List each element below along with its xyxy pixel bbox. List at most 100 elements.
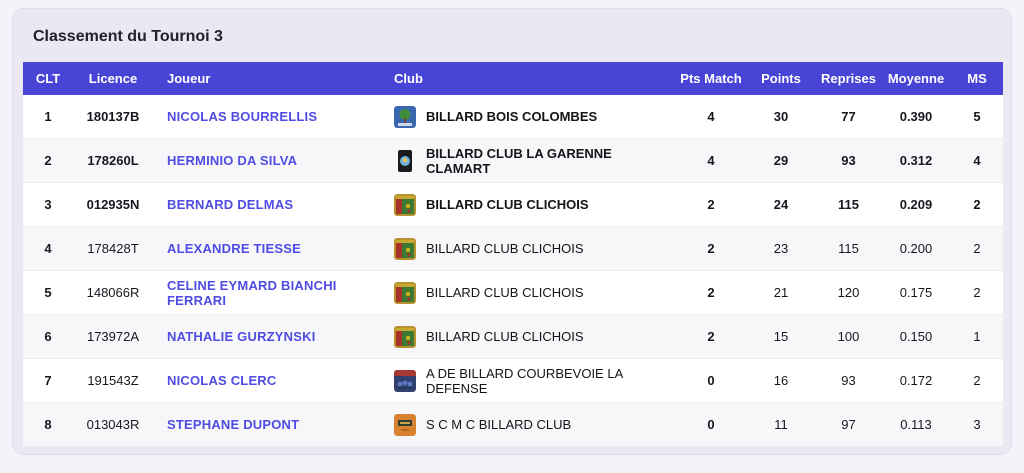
- col-header-moyenne: Moyenne: [881, 62, 951, 95]
- cell-ms: 5: [951, 95, 1003, 139]
- cell-points: 16: [746, 359, 816, 403]
- cell-club: BILLARD CLUB CLICHOIS: [381, 227, 676, 271]
- player-link[interactable]: NATHALIE GURZYNSKI: [167, 329, 316, 344]
- player-link[interactable]: ALEXANDRE TIESSE: [167, 241, 301, 256]
- cell-pts-match: 0: [676, 403, 746, 447]
- col-header-club: Club: [381, 62, 676, 95]
- col-header-reprises: Reprises: [816, 62, 881, 95]
- cell-pts-match: 4: [676, 139, 746, 183]
- cell-club: BILLARD CLUB CLICHOIS: [381, 183, 676, 227]
- table-row: 5 148066R CELINE EYMARD BIANCHI FERRARI …: [23, 271, 1003, 315]
- cell-licence: 148066R: [73, 271, 153, 315]
- cell-ms: 2: [951, 227, 1003, 271]
- table-row: 1 180137B NICOLAS BOURRELLIS BILLARD BOI…: [23, 95, 1003, 139]
- cell-moyenne: 0.175: [881, 271, 951, 315]
- cell-licence: 012935N: [73, 183, 153, 227]
- cell-points: 21: [746, 271, 816, 315]
- cell-player: ALEXANDRE TIESSE: [153, 227, 381, 271]
- club-logo-icon: [394, 325, 416, 348]
- cell-moyenne: 0.312: [881, 139, 951, 183]
- club-logo-la-garenne-clamart: [398, 149, 412, 172]
- cell-reprises: 97: [816, 403, 881, 447]
- col-header-ms: MS: [951, 62, 1003, 95]
- cell-points: 15: [746, 315, 816, 359]
- cell-moyenne: 0.390: [881, 95, 951, 139]
- player-link[interactable]: HERMINIO DA SILVA: [167, 153, 298, 168]
- cell-player: HERMINIO DA SILVA: [153, 139, 381, 183]
- club-logo-clichois: [394, 237, 416, 260]
- cell-rank: 6: [23, 315, 73, 359]
- cell-points: 24: [746, 183, 816, 227]
- col-header-pts-match: Pts Match: [676, 62, 746, 95]
- player-link[interactable]: NICOLAS BOURRELLIS: [167, 109, 318, 124]
- club-logo-bois-colombes: [394, 105, 416, 128]
- club-name: A DE BILLARD COURBEVOIE LA DEFENSE: [426, 365, 623, 396]
- cell-player: CELINE EYMARD BIANCHI FERRARI: [153, 271, 381, 315]
- cell-ms: 1: [951, 315, 1003, 359]
- cell-club: S C M C BILLARD CLUB: [381, 403, 676, 447]
- club-logo-icon: [394, 281, 416, 304]
- cell-rank: 4: [23, 227, 73, 271]
- cell-player: STEPHANE DUPONT: [153, 403, 381, 447]
- cell-reprises: 120: [816, 271, 881, 315]
- club-name: S C M C BILLARD CLUB: [426, 417, 572, 432]
- cell-pts-match: 0: [676, 359, 746, 403]
- cell-points: 11: [746, 403, 816, 447]
- cell-points: 30: [746, 95, 816, 139]
- cell-player: NICOLAS CLERC: [153, 359, 381, 403]
- cell-club: A DE BILLARD COURBEVOIE LA DEFENSE: [381, 359, 676, 403]
- cell-club: BILLARD CLUB CLICHOIS: [381, 315, 676, 359]
- cell-pts-match: 4: [676, 95, 746, 139]
- ranking-card: Classement du Tournoi 3 CLT Licence Joue…: [12, 8, 1012, 455]
- club-logo-clichois: [394, 193, 416, 216]
- club-logo-icon: [394, 105, 416, 128]
- club-name: BILLARD BOIS COLOMBES: [426, 109, 598, 124]
- cell-licence: 178428T: [73, 227, 153, 271]
- cell-moyenne: 0.200: [881, 227, 951, 271]
- club-logo-icon: [394, 413, 416, 436]
- cell-points: 23: [746, 227, 816, 271]
- cell-moyenne: 0.150: [881, 315, 951, 359]
- cell-licence: 173972A: [73, 315, 153, 359]
- club-logo-scmc: [394, 413, 416, 436]
- ranking-table-wrap: CLT Licence Joueur Club Pts Match Points…: [13, 62, 1011, 447]
- cell-rank: 1: [23, 95, 73, 139]
- cell-pts-match: 2: [676, 271, 746, 315]
- cell-ms: 4: [951, 139, 1003, 183]
- cell-player: BERNARD DELMAS: [153, 183, 381, 227]
- table-row: 4 178428T ALEXANDRE TIESSE BILLARD CLUB …: [23, 227, 1003, 271]
- col-header-licence: Licence: [73, 62, 153, 95]
- cell-rank: 8: [23, 403, 73, 447]
- cell-club: BILLARD BOIS COLOMBES: [381, 95, 676, 139]
- col-header-joueur: Joueur: [153, 62, 381, 95]
- table-header-row: CLT Licence Joueur Club Pts Match Points…: [23, 62, 1003, 95]
- cell-club: BILLARD CLUB LA GARENNE CLAMART: [381, 139, 676, 183]
- cell-reprises: 93: [816, 359, 881, 403]
- table-row: 6 173972A NATHALIE GURZYNSKI BILLARD CLU…: [23, 315, 1003, 359]
- cell-rank: 5: [23, 271, 73, 315]
- player-link[interactable]: NICOLAS CLERC: [167, 373, 277, 388]
- cell-points: 29: [746, 139, 816, 183]
- cell-rank: 2: [23, 139, 73, 183]
- club-logo-clichois: [394, 281, 416, 304]
- cell-reprises: 100: [816, 315, 881, 359]
- cell-moyenne: 0.113: [881, 403, 951, 447]
- player-link[interactable]: CELINE EYMARD BIANCHI FERRARI: [167, 277, 337, 308]
- club-name: BILLARD CLUB CLICHOIS: [426, 329, 584, 344]
- cell-pts-match: 2: [676, 315, 746, 359]
- player-link[interactable]: BERNARD DELMAS: [167, 197, 294, 212]
- table-row: 8 013043R STEPHANE DUPONT S C M C BILLAR…: [23, 403, 1003, 447]
- club-logo-icon: [394, 149, 416, 172]
- page-title: Classement du Tournoi 3: [33, 28, 223, 45]
- cell-reprises: 77: [816, 95, 881, 139]
- cell-player: NICOLAS BOURRELLIS: [153, 95, 381, 139]
- cell-pts-match: 2: [676, 183, 746, 227]
- cell-ms: 2: [951, 271, 1003, 315]
- club-name: BILLARD CLUB CLICHOIS: [426, 241, 584, 256]
- col-header-clt: CLT: [23, 62, 73, 95]
- cell-licence: 191543Z: [73, 359, 153, 403]
- player-link[interactable]: STEPHANE DUPONT: [167, 417, 300, 432]
- cell-rank: 3: [23, 183, 73, 227]
- table-row: 3 012935N BERNARD DELMAS BILLARD CLUB CL…: [23, 183, 1003, 227]
- club-logo-courbevoie-la-defense: [394, 369, 416, 392]
